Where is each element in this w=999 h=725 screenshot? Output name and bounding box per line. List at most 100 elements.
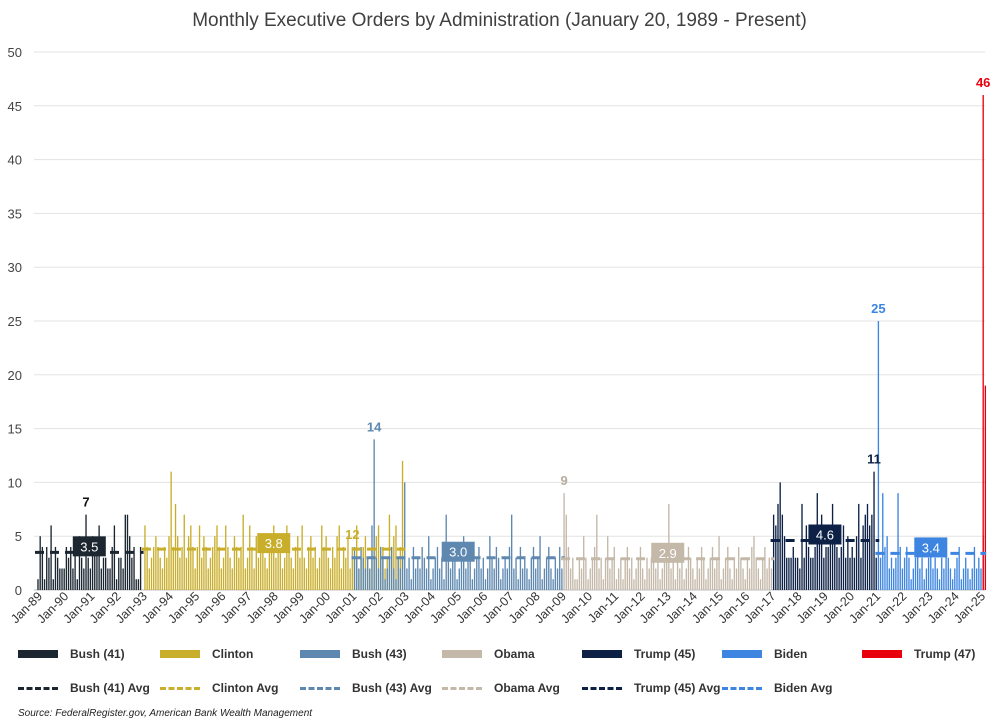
bar (770, 568, 773, 590)
bar (161, 568, 164, 590)
bar (973, 546, 976, 590)
data-label: 12 (345, 527, 359, 542)
average-label: 3.8 (265, 536, 283, 551)
bar (264, 557, 266, 590)
bar (56, 557, 59, 590)
bar (932, 568, 934, 590)
bar (591, 557, 594, 590)
bar (410, 579, 412, 590)
bar (895, 557, 897, 590)
y-tick-label: 25 (8, 314, 22, 329)
bar (270, 546, 273, 590)
bar (194, 568, 196, 590)
bar (231, 568, 233, 590)
bar (755, 557, 757, 590)
bar (748, 568, 751, 590)
bar (600, 557, 602, 590)
bar (687, 546, 690, 590)
bar (858, 503, 860, 590)
bar (244, 568, 247, 590)
bar (72, 568, 74, 590)
bar (181, 546, 183, 590)
bar (965, 557, 967, 590)
bar (641, 568, 644, 590)
bar (460, 557, 463, 590)
bar (133, 546, 135, 590)
bar (511, 514, 513, 590)
bar (788, 557, 790, 590)
y-tick-label: 30 (8, 260, 22, 275)
bar (283, 557, 286, 590)
bar (825, 546, 827, 590)
data-label: 11 (867, 452, 881, 467)
bar (150, 557, 153, 590)
bar (617, 568, 620, 590)
bar (975, 568, 978, 590)
bar (421, 546, 423, 590)
bar (735, 568, 738, 590)
bar (552, 579, 554, 590)
bar (519, 546, 522, 590)
bar (537, 557, 539, 590)
bar (486, 568, 489, 590)
bar (698, 568, 701, 590)
bar (275, 557, 277, 590)
y-tick-label: 5 (15, 529, 22, 544)
bar (873, 471, 875, 590)
bar (382, 557, 384, 590)
bar (556, 568, 559, 590)
bar (714, 568, 716, 590)
bar (177, 536, 179, 590)
bar (211, 546, 214, 590)
bar (727, 546, 729, 590)
bar (908, 557, 910, 590)
average-badge (257, 533, 291, 554)
bar (853, 557, 856, 590)
bar (493, 568, 495, 590)
bar (740, 557, 742, 590)
bar (327, 557, 329, 590)
bar (615, 579, 618, 590)
bar (938, 579, 941, 590)
bar (982, 95, 984, 590)
bar (476, 557, 478, 590)
average-label: 3.0 (449, 545, 467, 560)
bar (37, 579, 39, 590)
bar (532, 546, 535, 590)
bar (294, 546, 297, 590)
bar (648, 568, 650, 590)
bar (742, 568, 744, 590)
bar (941, 557, 943, 590)
bar (148, 568, 150, 590)
bar (251, 546, 253, 590)
bar (216, 525, 218, 590)
bar (954, 568, 956, 590)
bar (456, 579, 458, 590)
bar (775, 525, 777, 590)
bar (842, 525, 845, 590)
bar (78, 536, 81, 590)
bar (273, 525, 275, 590)
bar (495, 546, 498, 590)
bar (515, 557, 517, 590)
bar (796, 557, 799, 590)
bar (869, 525, 871, 590)
bar (417, 557, 419, 590)
bar (620, 557, 622, 590)
bar (113, 525, 116, 590)
bar (768, 557, 770, 590)
bar (174, 503, 177, 590)
bar (692, 568, 694, 590)
bar (923, 579, 925, 590)
data-label: 46 (976, 75, 990, 90)
bar (764, 546, 766, 590)
bar (362, 557, 364, 590)
bar (76, 579, 78, 590)
bar (380, 546, 382, 590)
bar (559, 546, 561, 590)
bar (652, 546, 655, 590)
bar (663, 557, 666, 590)
bar (430, 579, 432, 590)
bar (866, 503, 869, 590)
